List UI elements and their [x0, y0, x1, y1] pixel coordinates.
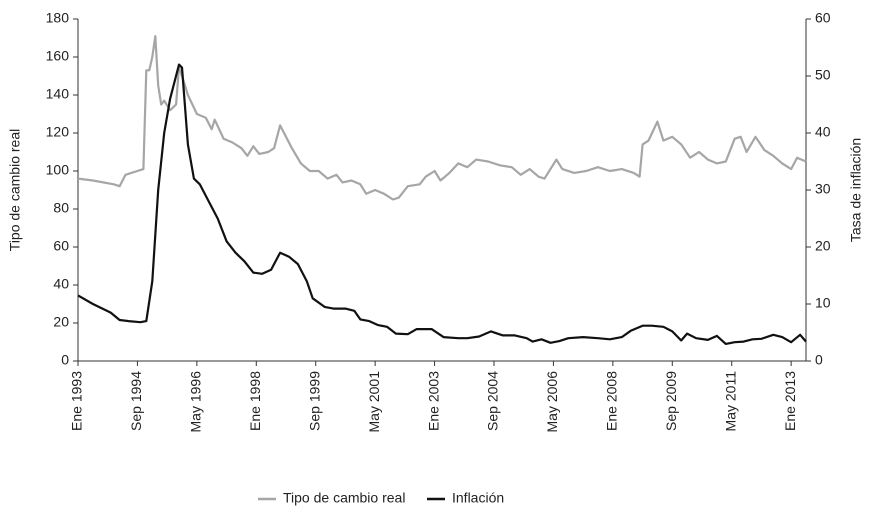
- y2-tick-label: 20: [815, 238, 831, 254]
- y-tick-label: 140: [46, 86, 70, 102]
- legend-label: Tipo de cambio real: [283, 490, 405, 506]
- y-tick-label: 60: [53, 238, 69, 254]
- y2-tick-label: 60: [815, 10, 831, 26]
- x-tick-label: Ene 2003: [425, 371, 441, 431]
- x-tick-label: May 2011: [722, 371, 738, 432]
- y-tick-label: 20: [53, 314, 69, 330]
- x-tick-label: Ene 1993: [69, 371, 85, 431]
- y-tick-label: 100: [46, 162, 70, 178]
- y2-tick-label: 10: [815, 295, 831, 311]
- data-line: [77, 63, 807, 345]
- y-tick-label: 40: [53, 276, 69, 292]
- y-tick-label: 160: [46, 48, 70, 64]
- x-tick-label: Sep 1999: [306, 371, 322, 431]
- x-tick-label: May 2006: [544, 371, 560, 433]
- y-tick-label: 180: [46, 10, 70, 26]
- x-tick-label: Ene 2008: [604, 371, 620, 431]
- y-axis-label: Tipo de cambio real: [7, 129, 23, 251]
- y2-tick-label: 0: [815, 352, 823, 368]
- y2-tick-label: 30: [815, 181, 831, 197]
- x-tick-label: Sep 2004: [485, 371, 501, 431]
- x-tick-label: Ene 2013: [782, 371, 798, 431]
- x-tick-label: Ene 1998: [247, 371, 263, 431]
- y2-tick-label: 50: [815, 67, 831, 83]
- legend-label: Inflación: [452, 490, 504, 506]
- x-tick-label: May 2001: [366, 371, 382, 433]
- y-tick-label: 0: [61, 352, 69, 368]
- y-tick-label: 120: [46, 124, 70, 140]
- x-tick-label: May 1996: [188, 371, 204, 433]
- data-line: [77, 35, 807, 201]
- y-tick-label: 80: [53, 200, 69, 216]
- x-tick-label: Sep 1994: [128, 371, 144, 431]
- y2-tick-label: 40: [815, 124, 831, 140]
- y2-axis-label: Tasa de inflación: [848, 138, 864, 242]
- x-tick-label: Sep 2009: [663, 371, 679, 431]
